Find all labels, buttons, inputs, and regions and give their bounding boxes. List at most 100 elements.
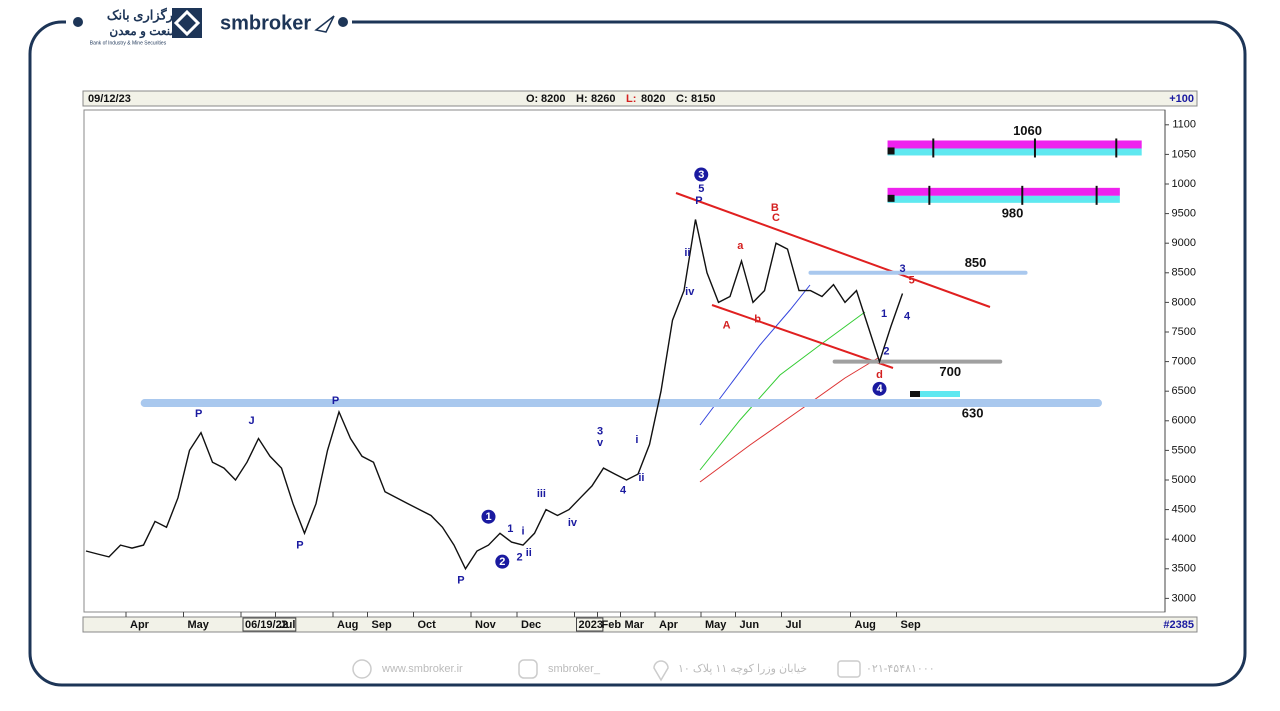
x-tick-label: Jun <box>740 619 760 631</box>
y-tick-label: 7000 <box>1172 355 1196 367</box>
dot <box>338 17 348 27</box>
wave-label: 5 <box>698 183 704 195</box>
level-marker <box>887 194 895 202</box>
ohlc-value: 8260 <box>591 93 615 105</box>
wave-label: 3 <box>899 263 905 275</box>
info-bar <box>82 90 1198 107</box>
ohlc-label: C: <box>676 93 688 105</box>
x-axis-bar <box>82 616 1198 633</box>
date: 09/12/23 <box>88 93 131 105</box>
level-box <box>887 187 1120 196</box>
price-line <box>85 219 904 571</box>
y-tick-label: 1000 <box>1172 178 1196 190</box>
wave-label: i <box>521 525 524 537</box>
ohlc-value: 8150 <box>691 93 715 105</box>
instagram-icon <box>518 659 538 679</box>
wave-label: 4 <box>620 484 627 496</box>
ohlc-value: 8200 <box>541 93 565 105</box>
trend-line <box>675 192 991 308</box>
chart: 3000 3500 4000 4500 5000 5500 6000 6500 7000 7500… <box>85 119 1196 632</box>
x-tick-label: Apr <box>130 619 150 631</box>
level-box <box>887 195 1120 203</box>
ohlc-label: L: <box>626 93 636 105</box>
x-tick-label: Jul <box>280 619 296 631</box>
x-tick-label: Mar <box>625 619 645 631</box>
wave-label: ii <box>638 472 644 484</box>
wave-label: iv <box>685 286 695 298</box>
x-tick-label: Sep <box>372 619 392 631</box>
wave-label: v <box>597 437 604 449</box>
wave-label: B <box>771 202 779 214</box>
logo-title: کارگزاری بانک <box>107 6 184 23</box>
x-tick-label: May <box>705 619 727 631</box>
level-box <box>887 140 1142 149</box>
wave-label: ii <box>684 247 690 259</box>
location-icon <box>653 660 669 682</box>
wave-label: P <box>195 408 202 420</box>
logo-subtitle: صنعت و معدن <box>109 24 180 39</box>
moving-average <box>699 311 866 471</box>
wave-label: b <box>754 313 761 325</box>
phone-icon <box>837 660 861 678</box>
x-tick-label: Apr <box>659 619 679 631</box>
wave-label: P <box>457 574 464 586</box>
wave-label: iii <box>537 488 546 500</box>
change: +100 <box>1169 93 1194 105</box>
volume: #2385 <box>1163 619 1194 631</box>
brand-icon <box>314 15 335 33</box>
y-tick-label: 1050 <box>1172 148 1196 160</box>
x-label-box <box>242 617 297 632</box>
logo-icon <box>173 9 201 37</box>
y-tick-label: 8500 <box>1172 267 1196 279</box>
x-tick-label: 06/19/22 <box>245 619 288 631</box>
wave-label: 2 <box>516 551 522 563</box>
y-tick-label: 4500 <box>1172 503 1196 515</box>
x-tick-label: Aug <box>855 619 876 631</box>
x-tick-label: Feb <box>602 619 622 631</box>
brand: smbroker <box>220 12 311 34</box>
logo-caption: Bank of Industry & Mine Securities <box>90 40 167 46</box>
marker <box>910 391 960 397</box>
trend-line <box>711 304 894 369</box>
wave-label: i <box>635 434 638 446</box>
wave-circle <box>694 167 709 182</box>
x-tick-label: May <box>188 619 210 631</box>
y-tick-label: 9000 <box>1172 237 1196 249</box>
wave-label: P <box>695 195 702 207</box>
phone: ۰۲۱-۴۵۴۸۱۰۰۰ <box>866 663 935 675</box>
wave-label: 3 <box>597 425 603 437</box>
wave-label: 3 <box>698 169 704 181</box>
wave-label: 4 <box>876 383 883 395</box>
wave-label: 1 <box>507 523 513 535</box>
moving-average <box>699 284 811 426</box>
x-tick-label: Nov <box>475 619 497 631</box>
wave-label: P <box>332 395 339 407</box>
level-label: 980 <box>1002 205 1024 220</box>
level-label: 850 <box>965 255 987 270</box>
moving-average <box>699 357 879 483</box>
wave-label: 5 <box>909 274 915 286</box>
y-tick-label: 7500 <box>1172 326 1196 338</box>
dot <box>73 17 83 27</box>
wave-circle <box>481 509 496 524</box>
ohlc-label: H: <box>576 93 588 105</box>
y-tick-label: 5000 <box>1172 474 1196 486</box>
wave-label: 2 <box>883 345 889 357</box>
level-box <box>887 148 1142 156</box>
wave-label: J <box>249 415 255 427</box>
y-tick-label: 8000 <box>1172 296 1196 308</box>
wave-label: 4 <box>904 310 911 322</box>
wave-label: C <box>772 212 780 224</box>
footer: www.smbroker.ir smbroker_ خیابان وزرا کو… <box>352 659 935 682</box>
y-tick-label: 4000 <box>1172 533 1196 545</box>
ohlc-value: 8020 <box>641 93 665 105</box>
instagram: smbroker_ <box>548 663 601 675</box>
level-label: 1060 <box>1013 123 1042 138</box>
y-tick-label: 3000 <box>1172 592 1196 604</box>
wave-circle <box>872 381 887 396</box>
y-tick-label: 3500 <box>1172 563 1196 575</box>
level-marker <box>887 147 895 155</box>
wave-circle <box>495 554 510 569</box>
ohlc-label: O: <box>526 93 538 105</box>
ohlc: O: 8200 H: 8260 L: 8020 C: 8150 <box>526 93 715 105</box>
